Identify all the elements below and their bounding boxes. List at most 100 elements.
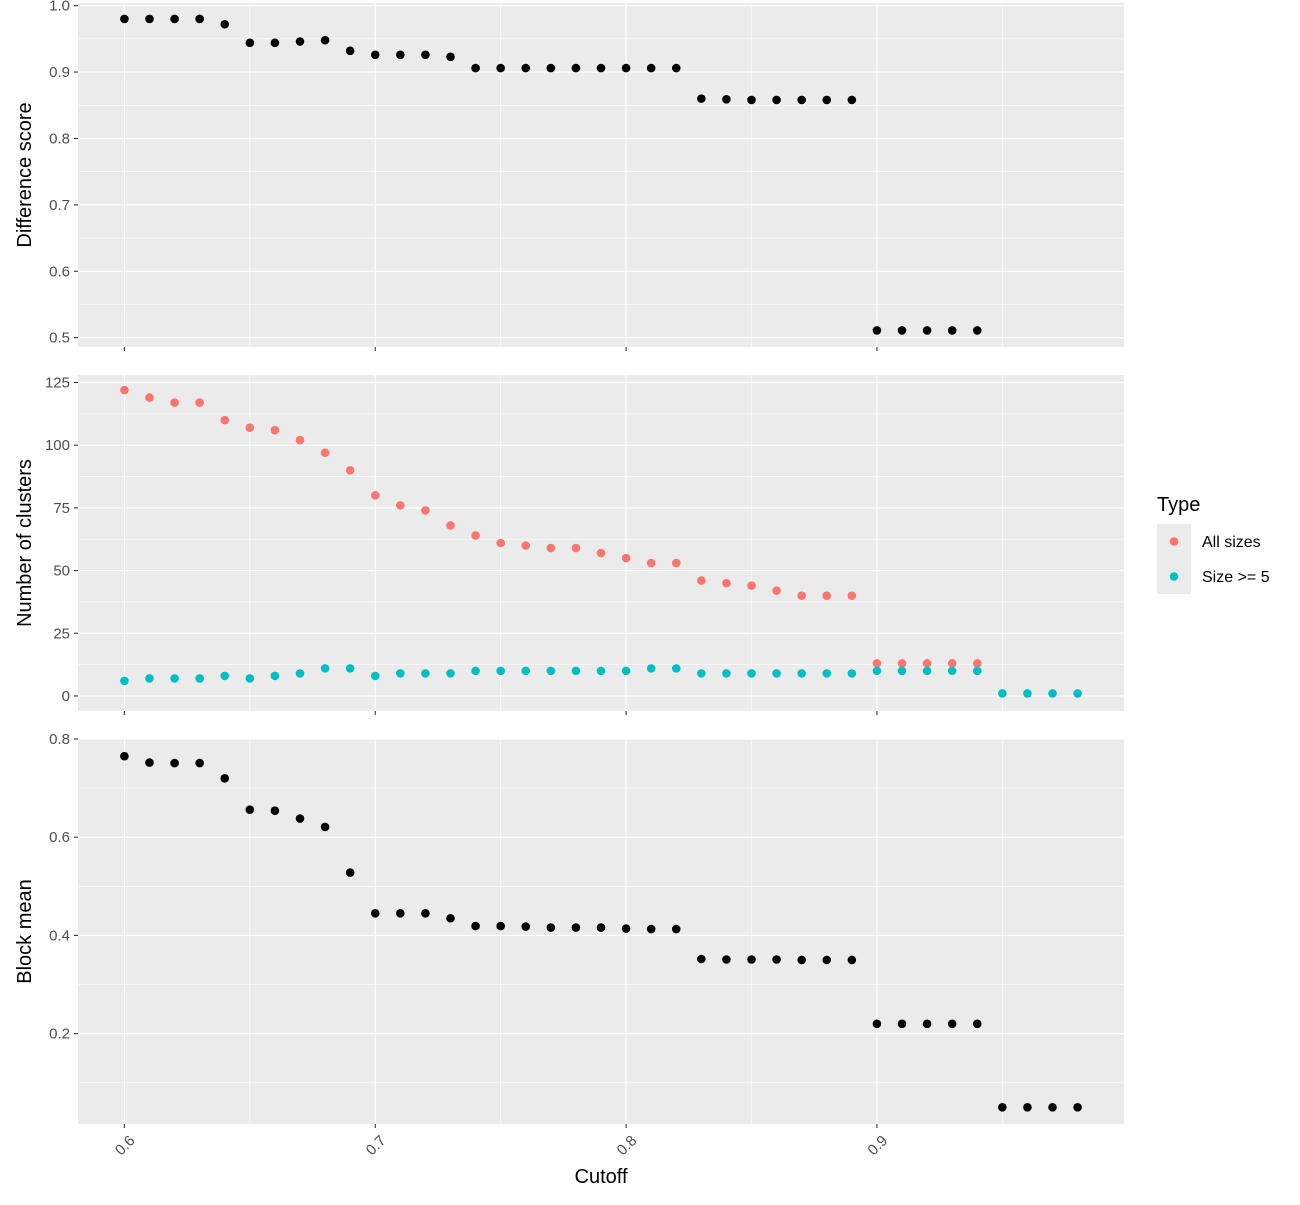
data-point [847,669,857,678]
data-point [922,666,932,676]
data-point [872,666,882,676]
data-point [396,669,405,678]
data-point [295,814,305,823]
data-point [998,689,1007,698]
data-point [270,806,280,815]
y-tick-label: 0.6 [49,263,70,280]
data-point [145,393,154,402]
data-point [1073,689,1082,698]
data-point [220,19,230,29]
panel-background [78,375,1124,711]
data-point [471,63,480,73]
legend-key-swatch [1169,537,1179,546]
data-point [722,669,731,678]
data-point [270,38,280,48]
legend-key-swatch [1169,572,1179,581]
data-point [847,95,857,105]
y-tick-label: 0.2 [49,1026,70,1043]
data-point [697,576,706,585]
data-point [571,543,581,553]
data-point [922,659,932,668]
data-point [496,538,505,548]
data-point [897,326,907,335]
data-point [220,773,230,783]
data-point [972,666,982,676]
data-point [596,63,606,73]
data-point [922,326,932,335]
data-point [496,666,505,676]
data-point [972,659,982,668]
data-point [697,94,706,103]
data-point [295,669,305,678]
data-point [170,758,179,768]
y-tick-label: 0.4 [49,927,70,944]
data-point [897,1019,907,1029]
data-point [170,398,179,407]
data-point [320,822,330,832]
data-point [320,35,330,45]
data-point [722,955,731,964]
data-point [295,435,305,445]
data-point [872,659,882,668]
data-point [621,666,631,676]
data-point [947,659,957,668]
data-point [245,805,255,815]
data-point [521,541,531,550]
data-point [697,669,706,678]
data-point [847,955,857,965]
data-point [922,1019,932,1029]
data-point [822,591,832,600]
data-point [722,578,731,588]
data-point [671,63,681,73]
data-point [120,14,129,24]
y-axis-title: Difference score [14,102,36,247]
data-point [697,954,706,964]
data-point [646,664,656,673]
data-point [947,326,957,335]
data-point [596,666,606,676]
data-point [747,95,756,105]
data-point [521,666,531,676]
data-point [195,14,204,24]
data-point [345,46,355,56]
data-point [972,1019,982,1029]
data-point [145,758,154,767]
data-point [546,63,556,73]
data-point [396,50,405,60]
data-point [195,674,204,683]
data-point [396,501,405,510]
data-point [621,924,631,933]
data-point [370,491,380,500]
data-point [145,14,154,24]
data-point [646,63,656,73]
data-point [471,531,480,540]
panel-1: 0.5 0.6 0.7 0.8 0.9 1.0 Difference score [14,0,1124,351]
x-tick-label: 0.7 [363,1132,390,1159]
data-point [270,425,280,435]
y-tick-label: 0.9 [49,64,70,81]
data-point [646,924,656,934]
data-point [671,924,681,934]
data-point [195,758,204,768]
data-point [471,921,480,931]
series-1 [120,751,1082,1112]
y-tick-label: 0.6 [49,829,70,846]
panels-layer: 0.5 0.6 0.7 0.8 0.9 1.0 Difference score 0 25 50 7… [14,0,1124,1159]
data-point [596,923,606,932]
data-point [671,664,681,673]
data-point [521,922,531,931]
data-point [1048,1103,1057,1112]
data-point [671,558,681,568]
data-point [772,95,781,105]
legend-title: Type [1157,494,1200,516]
data-point [421,506,430,515]
legend-keys: All sizes Size >= 5 [1157,524,1270,594]
data-point [245,674,255,683]
data-point [270,671,280,681]
data-point [546,666,556,676]
data-point [872,1019,882,1029]
y-tick-label: 1.0 [49,0,70,15]
data-point [320,664,330,673]
series-all-sizes [120,385,982,668]
y-tick-label: 100 [45,437,70,454]
